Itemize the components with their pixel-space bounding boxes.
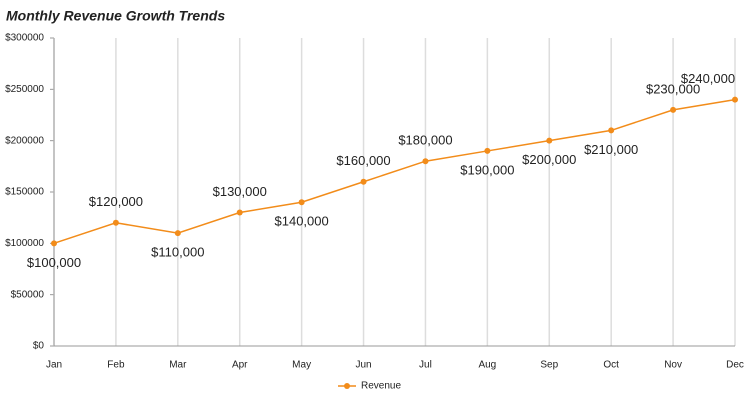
data-label: $160,000	[336, 153, 390, 168]
x-tick-label: Jan	[46, 360, 62, 371]
x-tick-label: May	[292, 360, 311, 371]
x-tick-label: Aug	[478, 360, 496, 371]
x-tick-label: Oct	[603, 360, 619, 371]
x-tick-label: Jun	[355, 360, 371, 371]
data-label: $110,000	[151, 245, 204, 260]
point	[608, 127, 615, 134]
point	[670, 106, 677, 113]
data-label: $130,000	[213, 184, 267, 199]
y-tick-label: $200000	[5, 135, 44, 146]
data-label: $200,000	[522, 152, 576, 167]
x-tick-label: Mar	[169, 360, 187, 371]
x-tick-label: Dec	[726, 360, 744, 371]
x-tick-label: Feb	[107, 360, 125, 371]
data-label: $240,000	[681, 71, 735, 86]
y-tick-label: $100000	[5, 238, 44, 249]
line	[53, 98, 736, 245]
point	[360, 178, 367, 185]
point	[51, 240, 57, 247]
chart-title: Monthly Revenue Growth Trends	[6, 8, 225, 24]
data-label: $100,000	[27, 255, 81, 270]
data-label: $120,000	[89, 194, 143, 209]
data-label: $140,000	[275, 214, 329, 229]
point	[236, 209, 243, 216]
point	[112, 219, 119, 226]
y-tick-label: $0	[33, 341, 45, 352]
y-tick-label: $150000	[5, 187, 44, 198]
x-tick-label: Apr	[232, 360, 248, 371]
data-label: $180,000	[398, 133, 452, 148]
point	[422, 158, 429, 165]
data-label: $230,000	[646, 81, 700, 96]
legend-label: Revenue	[361, 381, 401, 392]
y-tick-label: $250000	[5, 84, 44, 95]
x-tick-label: Sep	[540, 360, 558, 371]
x-tick-label: Nov	[664, 360, 682, 371]
data-label: $210,000	[584, 142, 638, 157]
y-tick-label: $50000	[11, 289, 45, 300]
x-tick-label: Jul	[419, 360, 432, 371]
data-label: $190,000	[460, 162, 514, 177]
point	[546, 137, 553, 144]
legend-marker	[344, 383, 350, 389]
y-tick-label: $300000	[5, 33, 44, 44]
point	[732, 96, 738, 103]
point	[174, 230, 181, 237]
point	[484, 147, 491, 154]
point	[298, 199, 305, 206]
